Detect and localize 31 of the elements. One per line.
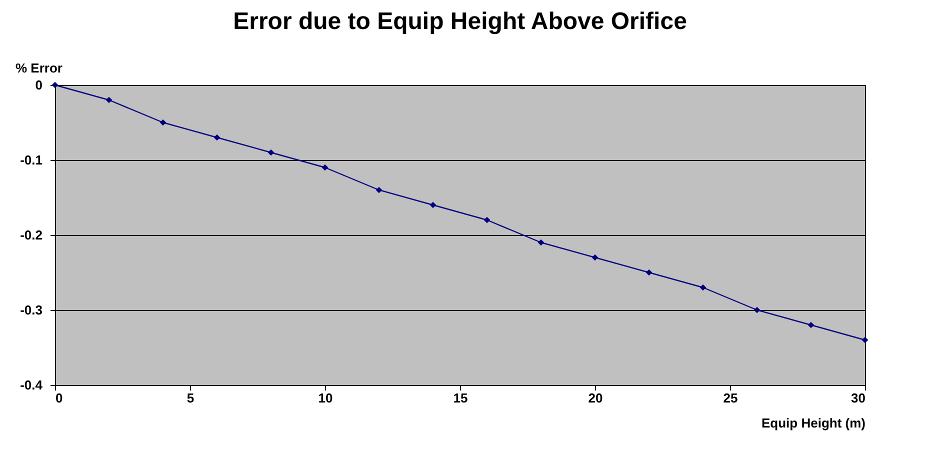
point <box>376 186 382 194</box>
point <box>160 119 166 126</box>
y-axis-title: % Error <box>16 60 62 76</box>
y-tick-label: 0 <box>35 78 42 92</box>
point <box>484 216 490 224</box>
x-tick-label: 15 <box>453 390 468 406</box>
point <box>214 134 220 141</box>
point <box>754 306 760 314</box>
y-tick-label: -0.1 <box>20 152 42 168</box>
chart-title: Error due to Equip Height Above Orifice <box>233 8 687 35</box>
point <box>592 254 598 261</box>
x-tick-label: 10 <box>318 390 333 406</box>
point <box>430 202 436 208</box>
x-tick-label: 20 <box>588 390 603 406</box>
point <box>322 164 328 171</box>
point <box>538 239 544 246</box>
x-tick-label: 5 <box>186 390 194 406</box>
point <box>268 149 274 156</box>
x-axis-title: Equip Height (m) <box>762 416 866 430</box>
point <box>52 82 58 88</box>
y-tick-label: -0.4 <box>20 378 44 392</box>
x-tick-label: 30 <box>851 390 866 406</box>
x-tick-label: 25 <box>723 390 738 406</box>
point <box>646 269 652 276</box>
x-tick-label: 0 <box>56 390 63 406</box>
point <box>862 336 868 344</box>
point <box>106 96 112 104</box>
y-tick-label: -0.2 <box>20 228 42 242</box>
y-tick-label: -0.3 <box>20 302 42 318</box>
point <box>700 284 706 291</box>
point <box>808 322 814 328</box>
